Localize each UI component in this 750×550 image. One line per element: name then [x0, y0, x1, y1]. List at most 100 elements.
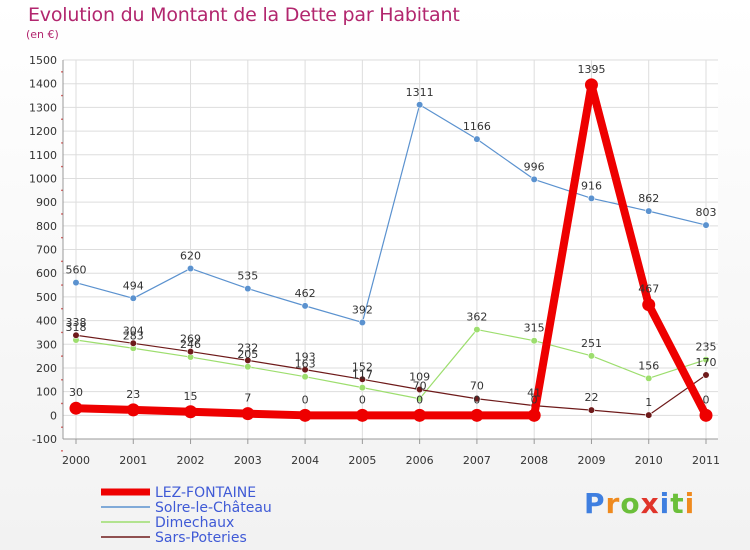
- x-tick-label: 2010: [635, 454, 663, 467]
- chart-subtitle: (en €): [26, 28, 59, 41]
- data-label: 462: [295, 287, 316, 300]
- data-label: 0: [416, 393, 423, 406]
- data-point: [301, 302, 309, 310]
- x-tick-label: 2007: [463, 454, 491, 467]
- data-point: [530, 175, 538, 183]
- y-tick-label: 400: [36, 315, 57, 328]
- data-point: [244, 284, 252, 293]
- data-label: 0: [302, 393, 309, 406]
- data-label: 70: [413, 380, 427, 393]
- y-tick-label: 900: [36, 196, 57, 209]
- data-label: 0: [473, 393, 480, 406]
- data-label: 338: [66, 316, 87, 329]
- data-point: [645, 374, 653, 382]
- x-tick-label: 2008: [520, 454, 548, 467]
- data-label: 7: [244, 392, 251, 405]
- data-point: [645, 411, 653, 419]
- data-label: 170: [696, 356, 717, 369]
- data-label: 156: [638, 359, 659, 372]
- x-tick-label: 2004: [291, 454, 319, 467]
- data-label: 560: [66, 264, 87, 277]
- brand-logo: Proxiti: [584, 487, 695, 520]
- legend-item-dimechaux: Dimechaux: [101, 515, 234, 531]
- data-point: [72, 331, 80, 339]
- data-label: 232: [237, 341, 258, 354]
- y-tick-label: 1100: [29, 149, 57, 162]
- data-point: [473, 135, 481, 143]
- legend-item-lez-fontaine: LEZ-FONTAINE: [101, 485, 256, 501]
- brand-letter: P: [584, 487, 606, 520]
- data-label: 0: [531, 393, 538, 406]
- data-point: [301, 365, 309, 374]
- y-tick-label: 1300: [29, 101, 57, 114]
- chart-title: Evolution du Montant de la Dette par Hab…: [28, 4, 460, 26]
- label-layer: 560 494 620 535 462 392 1311 1166 996 916 862 803 31…: [66, 63, 717, 409]
- y-minor-tick: [61, 402, 63, 405]
- data-point: [72, 279, 80, 287]
- x-tick-label: 2011: [692, 454, 720, 467]
- data-label: 15: [184, 390, 198, 403]
- series-line: [72, 80, 710, 420]
- data-point: [702, 356, 710, 364]
- series-line: [75, 328, 707, 400]
- data-label: 246: [180, 338, 201, 351]
- data-point: [301, 373, 309, 381]
- brand-letter: i: [659, 487, 671, 520]
- legend-label: Solre-le-Château: [155, 500, 272, 516]
- data-point: [587, 352, 596, 360]
- data-point: [358, 375, 366, 383]
- data-point: [184, 405, 198, 419]
- brand-letter: i: [684, 487, 696, 520]
- data-point: [702, 221, 710, 229]
- data-label: 494: [123, 279, 144, 292]
- data-label: 1395: [577, 63, 605, 76]
- data-label: 362: [466, 311, 487, 324]
- data-point: [702, 371, 710, 379]
- data-point: [587, 194, 596, 202]
- data-point: [358, 383, 366, 392]
- series-solre-le-chateau: [72, 101, 710, 327]
- y-tick-label: 1000: [29, 172, 57, 185]
- data-point: [244, 363, 252, 371]
- y-minor-tick: [61, 355, 63, 357]
- y-tick-label: 100: [36, 386, 57, 399]
- y-minor-tick: [61, 213, 63, 215]
- data-label: 467: [638, 283, 659, 296]
- data-label: 283: [123, 329, 144, 342]
- y-tick-label: 800: [36, 220, 57, 233]
- data-label: 1: [645, 396, 652, 409]
- y-minor-tick: [61, 378, 63, 381]
- data-label: 318: [66, 321, 87, 334]
- data-point: [358, 318, 366, 327]
- data-label: 30: [69, 386, 83, 399]
- data-label: 535: [237, 270, 258, 283]
- series-line: [75, 334, 707, 416]
- x-tick-label: 2001: [119, 454, 147, 467]
- y-tick-label: 1200: [29, 125, 57, 138]
- data-label: 22: [584, 391, 598, 404]
- data-point: [244, 356, 252, 364]
- y-minor-tick: [61, 307, 63, 310]
- y-tick-label: 200: [36, 362, 57, 375]
- data-label: 163: [295, 358, 316, 371]
- y-tick-label: 0: [50, 409, 57, 422]
- x-tick-label: 2003: [234, 454, 262, 467]
- brand-letter: x: [640, 487, 660, 520]
- data-label: 1166: [463, 120, 491, 133]
- data-label: 0: [703, 393, 710, 406]
- data-label: 315: [524, 322, 545, 335]
- data-point: [470, 408, 484, 422]
- x-tick-label: 2005: [348, 454, 376, 467]
- data-label: 109: [409, 370, 430, 383]
- data-point: [129, 294, 137, 302]
- legend-label: Sars-Poteries: [155, 530, 247, 546]
- data-label: 996: [524, 160, 545, 173]
- data-point: [473, 325, 481, 334]
- y-minor-tick: [61, 142, 63, 144]
- data-label: 304: [123, 324, 144, 337]
- legend-item-sars-poteries: Sars-Poteries: [101, 530, 247, 546]
- data-label: 235: [696, 341, 717, 354]
- legend: LEZ-FONTAINESolre-le-ChâteauDimechauxSar…: [101, 485, 272, 546]
- data-label: 193: [295, 351, 316, 364]
- data-label: 269: [180, 333, 201, 346]
